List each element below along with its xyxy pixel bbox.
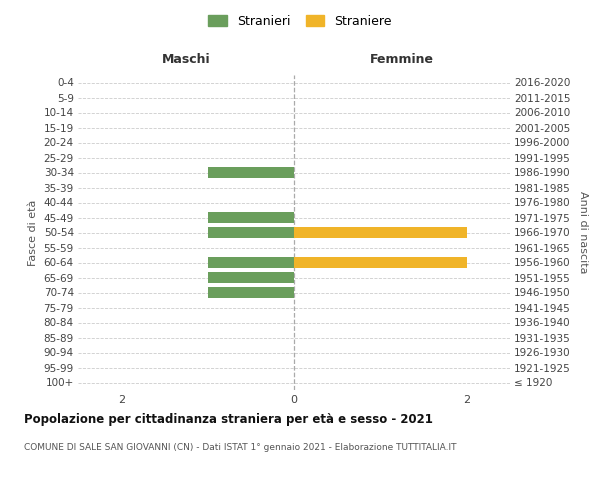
Y-axis label: Anni di nascita: Anni di nascita <box>578 191 588 274</box>
Bar <box>208 167 294 178</box>
Bar <box>208 287 294 298</box>
Bar <box>208 227 294 238</box>
Legend: Stranieri, Straniere: Stranieri, Straniere <box>205 11 395 32</box>
Text: Femmine: Femmine <box>370 52 434 66</box>
Bar <box>208 272 294 283</box>
Bar <box>208 212 294 223</box>
Text: Popolazione per cittadinanza straniera per età e sesso - 2021: Popolazione per cittadinanza straniera p… <box>24 412 433 426</box>
Bar <box>208 257 294 268</box>
Bar <box>294 227 467 238</box>
Y-axis label: Fasce di età: Fasce di età <box>28 200 38 266</box>
Text: COMUNE DI SALE SAN GIOVANNI (CN) - Dati ISTAT 1° gennaio 2021 - Elaborazione TUT: COMUNE DI SALE SAN GIOVANNI (CN) - Dati … <box>24 442 457 452</box>
Bar <box>294 257 467 268</box>
Text: Maschi: Maschi <box>161 52 211 66</box>
